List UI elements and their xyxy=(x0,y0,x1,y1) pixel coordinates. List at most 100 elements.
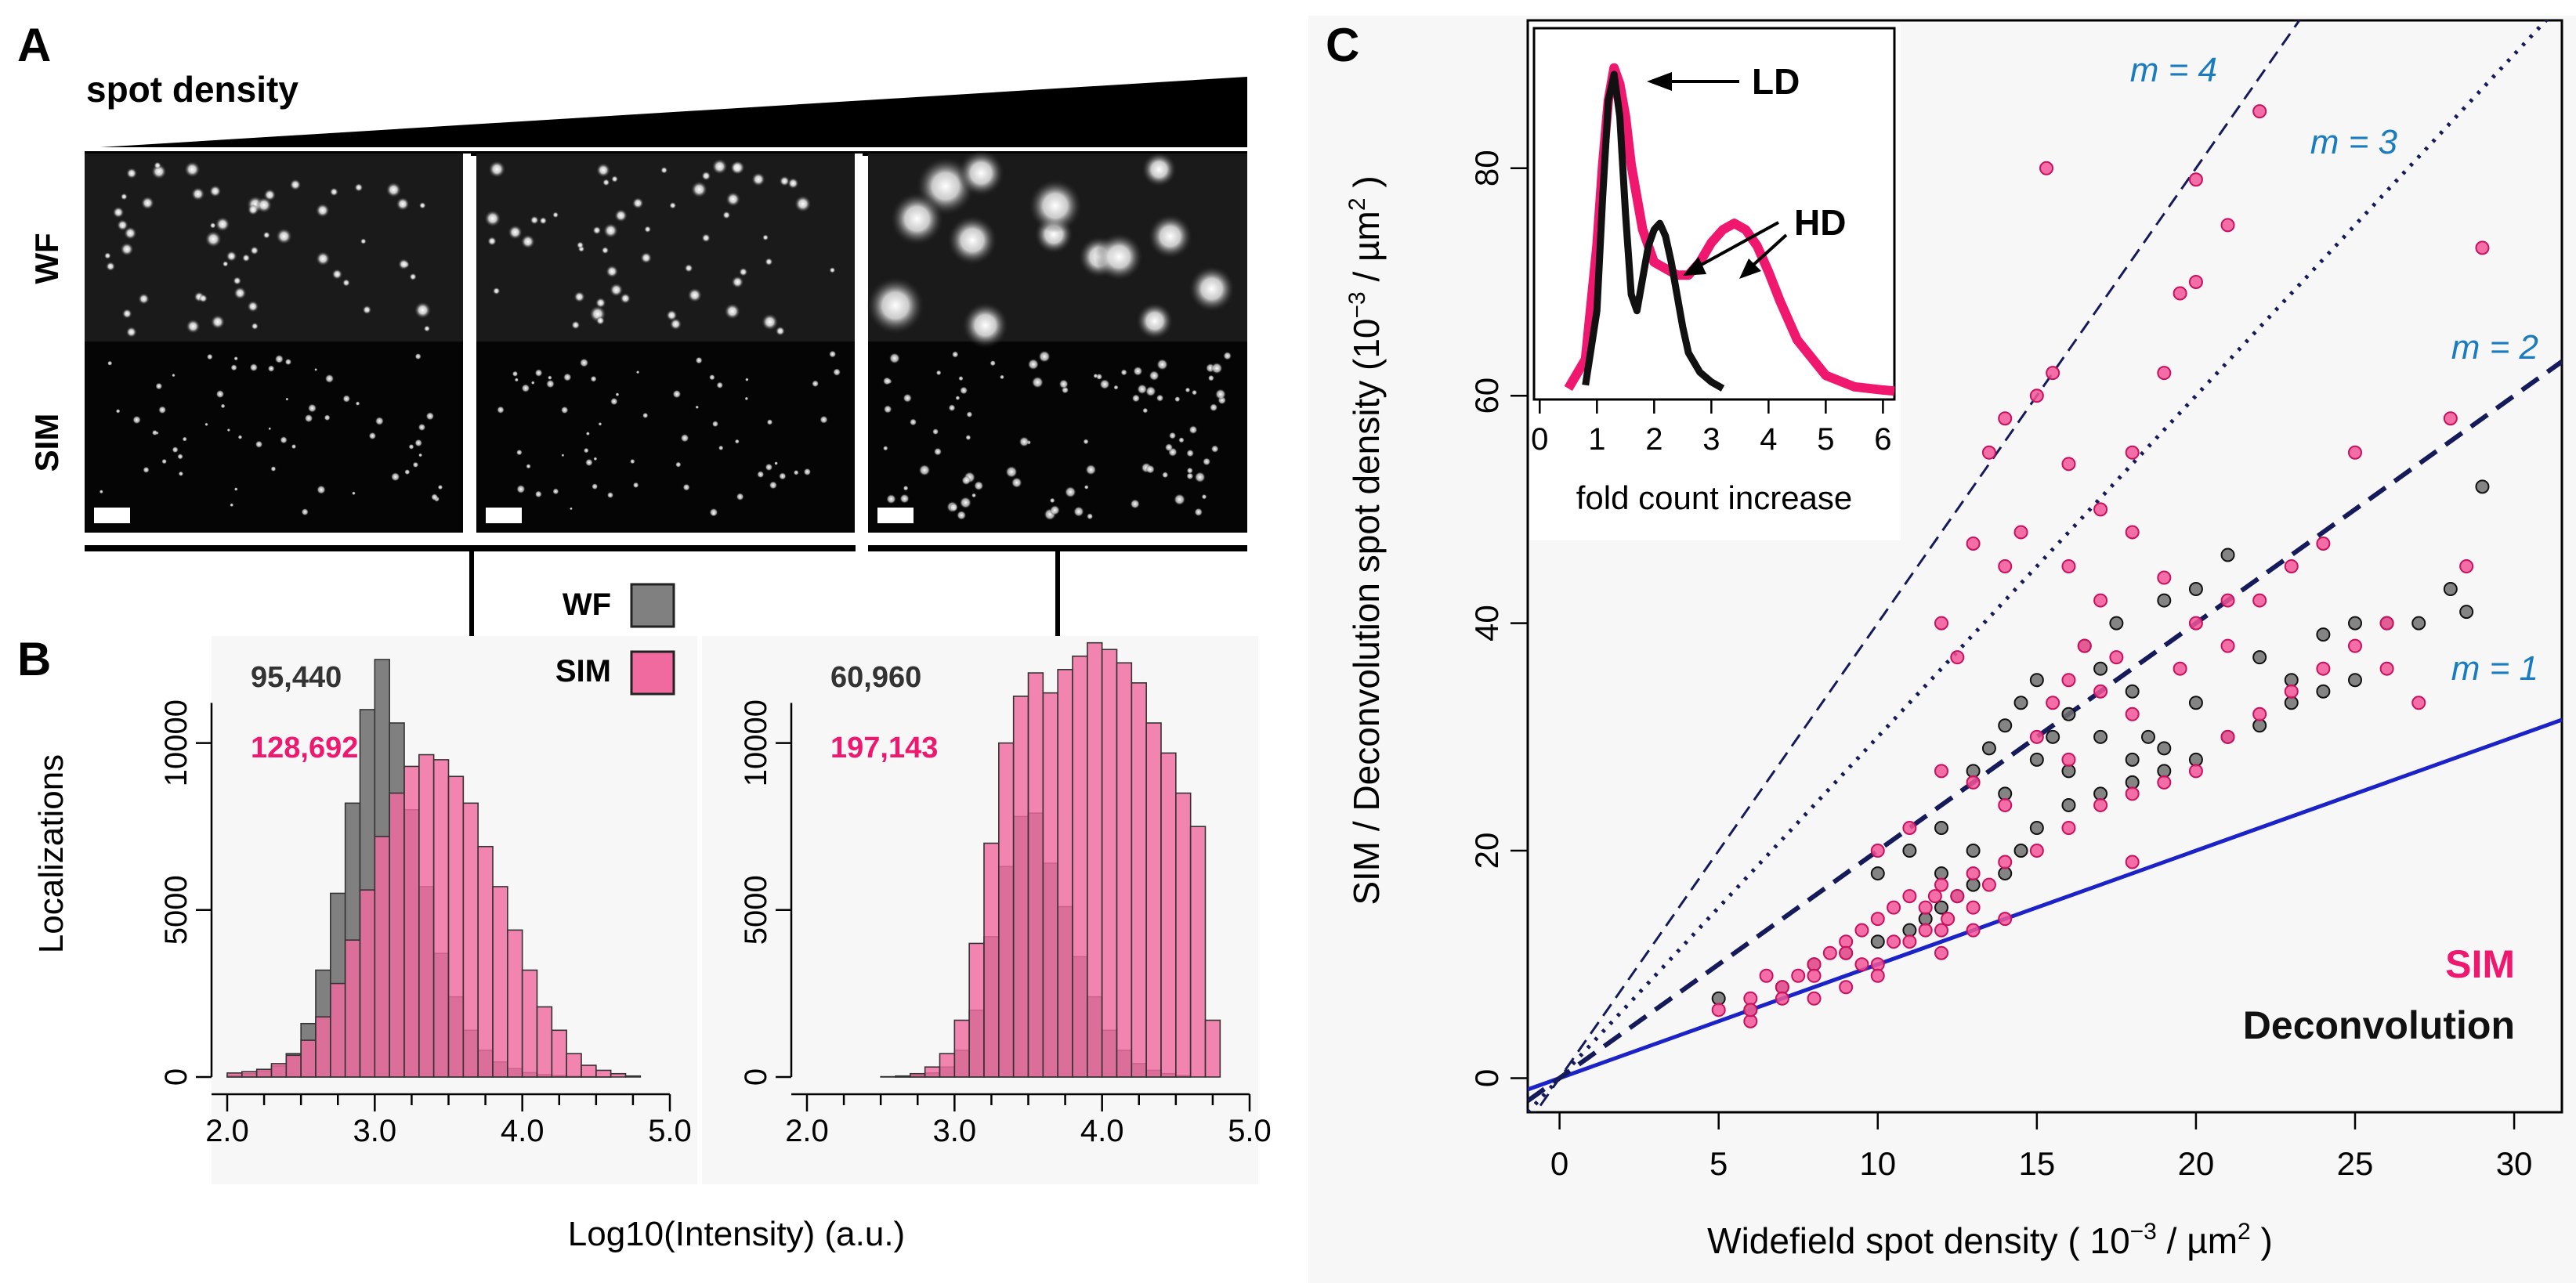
sim-spot xyxy=(1210,444,1219,454)
wf-spot xyxy=(779,175,791,186)
sim-spot xyxy=(155,382,163,390)
sim-point xyxy=(2109,650,2124,665)
sim-spot xyxy=(882,445,888,451)
sim-spot xyxy=(959,496,972,509)
sim-spot xyxy=(220,403,226,409)
x-tick-label: 10 xyxy=(1859,1145,1896,1182)
sim-spot xyxy=(143,466,150,474)
sim-point xyxy=(1807,991,1822,1006)
sim-spot xyxy=(1131,394,1141,403)
sim-bar xyxy=(300,1039,317,1078)
ld-label: LD xyxy=(1752,61,1800,102)
wf-spot xyxy=(711,158,728,175)
sim-bar xyxy=(983,842,1000,1078)
panel-c-letter: C xyxy=(1326,19,1359,71)
deconv-point xyxy=(2125,684,2140,699)
wf-spot xyxy=(360,237,367,245)
sim-bar xyxy=(270,1063,288,1078)
sim-spot xyxy=(883,404,892,414)
sim-spot xyxy=(1099,378,1110,390)
sim-bar xyxy=(1072,655,1088,1078)
panel-a: A spot density WF SIM xyxy=(17,19,1247,681)
sim-point xyxy=(2188,172,2203,187)
sim-bar xyxy=(566,1053,582,1078)
sim-spot xyxy=(177,453,184,460)
sim-bar xyxy=(255,1068,273,1078)
sim-bar xyxy=(953,1019,970,1078)
sim-spot xyxy=(778,472,787,480)
sim-point xyxy=(1839,980,1854,995)
wf-spot xyxy=(606,265,619,278)
sim-spot xyxy=(1223,351,1232,360)
legend-wf-label: WF xyxy=(563,587,611,622)
y-tick-label: 10000 xyxy=(739,699,773,786)
sim-point xyxy=(1711,1003,1726,1017)
sim-spot xyxy=(437,484,443,490)
wf-spot xyxy=(669,318,682,331)
sim-spot xyxy=(233,356,239,361)
wf-spot xyxy=(247,204,259,215)
sim-bar xyxy=(581,1064,597,1078)
sim-spot xyxy=(769,481,778,490)
hd-label: HD xyxy=(1794,202,1846,243)
sim-bar xyxy=(968,942,985,1078)
wf-spot xyxy=(731,276,744,289)
wf-spot xyxy=(316,251,331,266)
sim-spot xyxy=(935,370,942,376)
sim-bar xyxy=(595,1069,612,1078)
deconv-point xyxy=(2316,627,2331,642)
wf-spot xyxy=(222,260,229,267)
sim-spot xyxy=(1161,471,1169,479)
sim-point xyxy=(2125,855,2140,869)
sim-point xyxy=(2443,411,2458,426)
wf-spot xyxy=(396,197,410,211)
legend-deconv-text: Deconvolution xyxy=(2243,1003,2515,1047)
sim-point xyxy=(2061,457,2076,472)
sim-bar xyxy=(315,1016,331,1078)
inset-x-tick-label: 3 xyxy=(1702,422,1720,457)
sim-count: 128,692 xyxy=(251,732,358,764)
sim-spot xyxy=(1194,508,1203,517)
wf-spot xyxy=(251,322,259,331)
sim-spot xyxy=(418,423,426,432)
sim-spot xyxy=(949,503,958,512)
scale-bar xyxy=(94,508,130,523)
x-tick-label: 3.0 xyxy=(933,1114,977,1148)
sim-spot xyxy=(1038,350,1051,363)
sim-spot xyxy=(414,352,421,360)
wf-spot xyxy=(121,308,132,319)
sim-spot xyxy=(204,422,208,427)
sim-spot xyxy=(1214,389,1227,400)
sim-spot xyxy=(886,493,896,504)
sim-point xyxy=(2379,661,2394,676)
sim-spot xyxy=(182,436,187,442)
legend-sim-text: SIM xyxy=(2445,942,2515,986)
y-tick-label: 20 xyxy=(1468,833,1505,869)
sim-spot xyxy=(803,468,812,476)
sim-spot xyxy=(249,363,259,372)
sim-spot xyxy=(672,389,682,399)
sim-spot xyxy=(374,416,385,426)
sim-point xyxy=(2284,559,2299,573)
wf-spot xyxy=(947,215,997,266)
wf-spot xyxy=(775,326,786,336)
inset-plot: 0 1 2 3 4 5 6 fold count increase LD HD xyxy=(1529,23,1901,540)
sim-point xyxy=(1927,889,1942,904)
legend-sim-swatch xyxy=(630,650,675,696)
x-tick-label: 0 xyxy=(1550,1145,1568,1182)
sim-point xyxy=(2046,366,2060,381)
x-tick-label: 25 xyxy=(2337,1145,2374,1182)
inset-x-tick-label: 2 xyxy=(1645,422,1662,457)
sim-point xyxy=(2039,161,2054,175)
sim-spot xyxy=(579,358,589,368)
sim-point xyxy=(2157,366,2172,381)
sim-point xyxy=(1998,855,2013,869)
wf-spot xyxy=(573,291,585,303)
wf-spot xyxy=(276,228,292,244)
sim-spot xyxy=(675,461,682,468)
sim-point xyxy=(1743,1003,1758,1017)
slope-label-m3: m = 3 xyxy=(2310,123,2398,161)
sim-spot xyxy=(516,449,523,456)
sim-spot xyxy=(956,510,967,521)
sim-spot xyxy=(718,445,724,451)
